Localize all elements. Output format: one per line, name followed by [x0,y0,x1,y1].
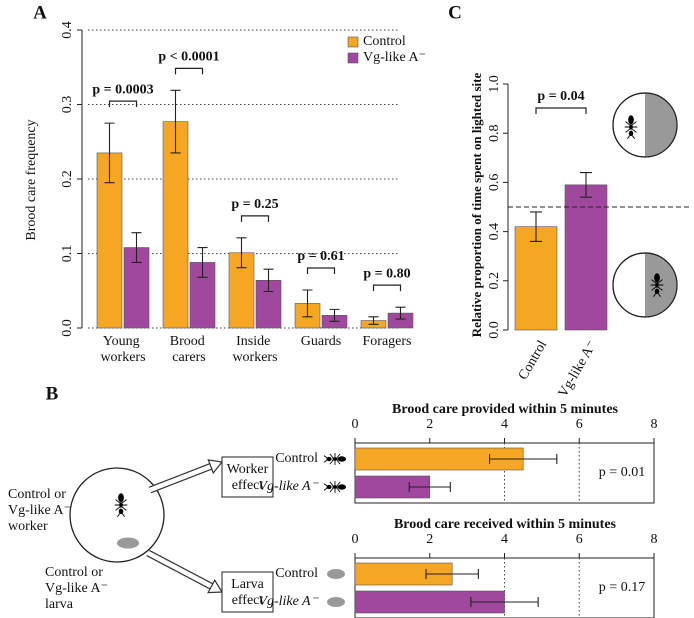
y-tick-label: 0.3 [60,96,75,114]
p-value: p = 0.25 [231,197,278,212]
y-tick-label: Control [275,566,318,581]
x-tick-label: Brood carers [170,334,209,365]
y-tick-label: 1.0 [487,75,502,93]
x-tick-label: 2 [426,417,433,432]
legend-label: Control [363,34,406,49]
worker-label: worker [8,519,48,534]
error-bar [197,246,208,278]
legend-swatch [347,52,359,64]
x-tick-label: Control [516,338,550,383]
p-value: p = 0.80 [363,266,410,281]
x-tick-label: 6 [576,417,583,432]
ant-icon [323,480,347,494]
error-bar [408,482,451,492]
y-axis-label: Relative proportion of time spent on lig… [469,73,484,338]
error-bar [329,308,340,322]
p-value: p < 0.0001 [158,50,219,65]
effect-box [221,571,274,613]
y-tick-label: Vg-like A⁻ [258,594,319,609]
arrow [146,549,224,594]
effect-label: effect [232,593,264,608]
error-bar [470,597,539,607]
x-tick-label: 4 [501,417,508,432]
arrow [148,459,224,494]
error-bar [170,89,181,154]
y-tick-label: Vg-like A⁻ [258,479,319,494]
significance-bracket [535,107,587,114]
error-bar [530,211,542,242]
bar [162,121,189,329]
bar [514,226,558,331]
y-tick-label: 0.1 [60,245,75,263]
error-bar [580,172,592,198]
legend-swatch [347,36,359,48]
larva-icon [327,597,345,607]
legend-label: Vg-like A⁻ [363,50,426,65]
x-tick-label: Inside workers [232,334,277,365]
x-tick-label: 8 [651,417,658,432]
y-tick-label: 0.2 [60,170,75,188]
worker-label: Control or [8,487,66,502]
significance-bracket [240,215,270,222]
x-tick-label: 0 [352,532,359,547]
x-tick-label: Vg-like A⁻ [556,338,600,400]
light-choice-icon [612,92,678,158]
error-bar [131,232,142,263]
x-tick-label: 6 [576,532,583,547]
effect-label: Worker [227,462,269,477]
chart-title: Brood care received within 5 minutes [394,517,617,532]
significance-bracket [372,284,402,292]
effect-label: effect [232,478,264,493]
dark-choice-icon [612,252,678,318]
significance-bracket [306,267,336,275]
ant-icon [323,452,347,466]
larva-label: Vg-like A⁻ [45,581,108,596]
x-tick-label: 8 [651,532,658,547]
panel-label: A [33,2,47,23]
panel-label: C [448,2,462,23]
y-tick-label: Control [275,451,318,466]
p-value: p = 0.0003 [92,82,153,97]
y-tick-label: 0.4 [487,223,502,241]
effect-label: Larva [231,577,264,592]
bar [564,184,608,331]
error-bar [489,454,558,464]
error-bar [368,316,379,325]
chart-title: Brood care provided within 5 minutes [392,402,619,417]
y-tick-label: 0.8 [487,124,502,142]
p-value: p = 0.17 [599,580,645,595]
error-bar [263,268,274,293]
error-bar [302,289,313,318]
error-bar [236,237,247,269]
p-value: p = 0.04 [537,89,584,104]
worker-label: Vg-like A⁻ [8,503,71,518]
x-tick-label: 2 [426,532,433,547]
error-bar [395,306,406,320]
y-tick-label: 0.2 [487,272,502,290]
y-tick-label: 0.6 [487,174,502,192]
x-tick-label: Guards [301,334,341,349]
larva-icon [327,569,345,579]
larva-label: Control or [45,565,103,580]
effect-box [221,456,274,498]
x-tick-label: 4 [501,532,508,547]
x-tick-label: Young workers [100,334,145,365]
p-value: p = 0.01 [599,465,645,480]
larva-label: larva [45,597,74,612]
error-bar [104,122,115,184]
y-axis-label: Brood care frequency [24,119,39,240]
y-tick-label: 0.4 [60,21,75,39]
y-tick-label: 0.0 [60,319,75,337]
y-tick-label: 0.0 [487,321,502,339]
p-value: p = 0.61 [297,249,344,264]
error-bar [425,569,479,579]
x-tick-label: 0 [352,417,359,432]
significance-bracket [108,100,138,108]
arena-diagram [69,467,165,563]
x-tick-label: Foragers [363,334,412,349]
panel-label: B [46,383,59,404]
significance-bracket [174,67,204,75]
